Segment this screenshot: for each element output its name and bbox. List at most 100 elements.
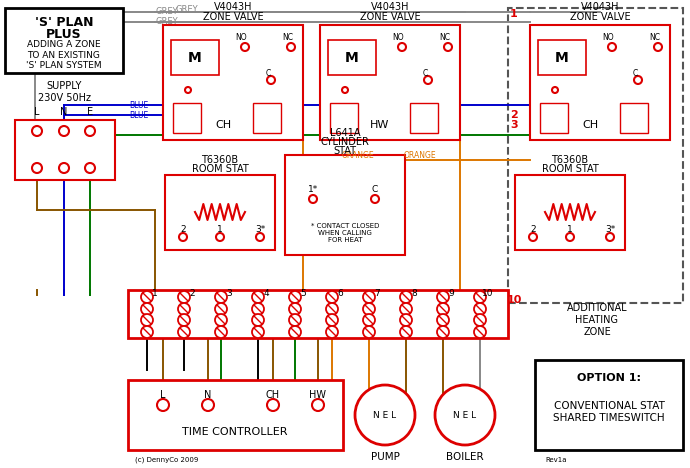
Text: ORANGE: ORANGE: [404, 151, 436, 160]
Circle shape: [326, 291, 338, 303]
Text: 10: 10: [482, 290, 494, 299]
Circle shape: [474, 303, 486, 315]
Text: STAT: STAT: [333, 146, 357, 156]
Text: 10: 10: [506, 295, 522, 305]
Text: ZONE VALVE: ZONE VALVE: [203, 12, 264, 22]
Circle shape: [435, 385, 495, 445]
Bar: [410, 103, 438, 133]
Bar: [328, 40, 376, 75]
Text: L: L: [34, 107, 40, 117]
Circle shape: [654, 43, 662, 51]
Text: L641A: L641A: [330, 128, 360, 138]
Text: M: M: [188, 51, 202, 65]
Text: 5: 5: [300, 290, 306, 299]
Bar: [285, 155, 405, 255]
Circle shape: [355, 385, 415, 445]
Circle shape: [185, 87, 191, 93]
Text: V4043H: V4043H: [581, 2, 619, 12]
Text: 4: 4: [263, 290, 269, 299]
Text: N E L: N E L: [373, 410, 397, 419]
Text: 3: 3: [226, 290, 232, 299]
Circle shape: [252, 314, 264, 326]
Text: N: N: [60, 107, 68, 117]
Text: C: C: [422, 68, 428, 78]
Circle shape: [202, 399, 214, 411]
Circle shape: [608, 43, 616, 51]
Text: CONVENTIONAL STAT
SHARED TIMESWITCH: CONVENTIONAL STAT SHARED TIMESWITCH: [553, 401, 664, 423]
Text: N E L: N E L: [453, 410, 477, 419]
Bar: [253, 103, 281, 133]
Circle shape: [178, 291, 190, 303]
Text: NC: NC: [649, 32, 660, 42]
Text: ORANGE: ORANGE: [342, 151, 374, 160]
Circle shape: [312, 399, 324, 411]
Circle shape: [85, 126, 95, 136]
Circle shape: [252, 303, 264, 315]
Text: 7: 7: [374, 290, 380, 299]
Text: 3*: 3*: [605, 226, 615, 234]
Circle shape: [178, 314, 190, 326]
Text: GREY: GREY: [155, 17, 177, 27]
Circle shape: [529, 233, 537, 241]
Text: HW: HW: [310, 390, 326, 400]
Bar: [5, 8, 123, 73]
Circle shape: [179, 233, 187, 241]
Bar: [620, 103, 648, 133]
Circle shape: [606, 233, 614, 241]
Circle shape: [289, 326, 301, 338]
Circle shape: [474, 326, 486, 338]
Text: GREY: GREY: [175, 5, 197, 14]
Circle shape: [141, 326, 153, 338]
Text: ROOM STAT: ROOM STAT: [542, 164, 598, 174]
Circle shape: [566, 233, 574, 241]
Circle shape: [32, 163, 42, 173]
Circle shape: [216, 233, 224, 241]
Text: M: M: [345, 51, 359, 65]
Text: M: M: [555, 51, 569, 65]
Circle shape: [215, 326, 227, 338]
Circle shape: [552, 87, 558, 93]
Circle shape: [59, 126, 69, 136]
Circle shape: [141, 314, 153, 326]
Circle shape: [363, 291, 375, 303]
Text: BOILER: BOILER: [446, 452, 484, 462]
Text: ADDING A ZONE
TO AN EXISTING
'S' PLAN SYSTEM: ADDING A ZONE TO AN EXISTING 'S' PLAN SY…: [26, 40, 102, 70]
Circle shape: [437, 291, 449, 303]
Bar: [515, 175, 625, 250]
Text: NC: NC: [282, 32, 293, 42]
Bar: [540, 103, 568, 133]
Circle shape: [342, 87, 348, 93]
Circle shape: [157, 399, 169, 411]
Text: 2: 2: [510, 110, 518, 120]
Text: C: C: [372, 185, 378, 195]
Text: 1: 1: [152, 290, 158, 299]
Circle shape: [474, 314, 486, 326]
Text: CH: CH: [266, 390, 280, 400]
Text: PLUS: PLUS: [46, 28, 82, 41]
Text: SUPPLY
230V 50Hz: SUPPLY 230V 50Hz: [37, 81, 90, 103]
Text: 'S' PLAN: 'S' PLAN: [34, 15, 93, 29]
Bar: [508, 8, 683, 303]
Text: BLUE: BLUE: [129, 110, 148, 119]
Text: (c) DennyCo 2009: (c) DennyCo 2009: [135, 457, 199, 463]
Circle shape: [326, 326, 338, 338]
Text: PUMP: PUMP: [371, 452, 400, 462]
Text: 1: 1: [567, 226, 573, 234]
Circle shape: [371, 195, 379, 203]
Circle shape: [363, 303, 375, 315]
Text: ROOM STAT: ROOM STAT: [192, 164, 248, 174]
Text: OPTION 1:: OPTION 1:: [577, 373, 641, 383]
Circle shape: [256, 233, 264, 241]
Text: ADDITIONAL
HEATING
ZONE: ADDITIONAL HEATING ZONE: [566, 303, 627, 336]
Circle shape: [32, 126, 42, 136]
Text: 2: 2: [189, 290, 195, 299]
Circle shape: [289, 303, 301, 315]
Text: TIME CONTROLLER: TIME CONTROLLER: [182, 427, 288, 437]
Circle shape: [141, 291, 153, 303]
Circle shape: [400, 291, 412, 303]
Text: C: C: [266, 68, 270, 78]
Bar: [163, 25, 303, 140]
Text: T6360B: T6360B: [201, 155, 239, 165]
Bar: [320, 25, 460, 140]
Circle shape: [215, 314, 227, 326]
